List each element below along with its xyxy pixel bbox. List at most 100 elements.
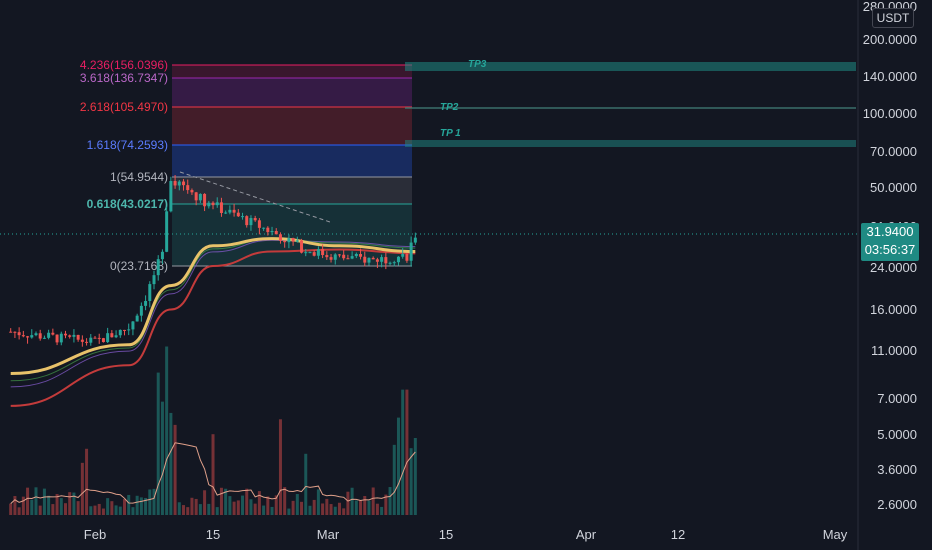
candle-body — [85, 341, 89, 343]
candle-body — [51, 332, 55, 335]
candle-body — [215, 202, 219, 206]
candle-body — [123, 329, 127, 331]
volume-bar — [93, 505, 97, 515]
candle-body — [354, 253, 358, 257]
volume-bar — [186, 507, 190, 515]
candle-body — [291, 238, 295, 242]
fib-zone-0618 — [172, 204, 412, 266]
fib-zone-2618 — [172, 107, 412, 145]
candle-body — [363, 256, 367, 263]
time-tick: May — [823, 527, 848, 542]
candle-body — [118, 329, 122, 336]
current-price-value: 31.9400 — [866, 224, 914, 239]
trendline-dashed[interactable] — [179, 171, 331, 223]
candle-body — [110, 333, 114, 338]
volume-bar — [207, 503, 211, 515]
price-tick: 140.0000 — [863, 69, 917, 84]
candle-body — [198, 193, 202, 201]
candle-body — [321, 249, 325, 256]
volume-bar — [194, 498, 198, 515]
volume-bar — [350, 487, 354, 515]
candle-body — [337, 254, 341, 256]
volume-bar — [295, 494, 299, 515]
price-scale[interactable]: 280.0000 200.0000 140.0000 100.0000 70.0… — [863, 0, 917, 512]
volume-bar — [375, 503, 379, 515]
candle-body — [232, 209, 236, 213]
volume-bar — [89, 506, 93, 515]
candle-body — [384, 257, 388, 264]
time-scale[interactable]: Feb 15 Mar 15 Apr 12 May — [84, 527, 848, 542]
volume-bar — [333, 506, 337, 515]
candle-body — [278, 234, 282, 241]
volume-bar — [380, 506, 384, 515]
volume-bar — [42, 488, 46, 515]
candle-body — [257, 220, 261, 228]
candle-body — [148, 284, 152, 301]
candle-body — [207, 202, 211, 207]
fib-labels: 4.236(156.0396) 3.618(136.7347) 2.618(10… — [80, 58, 168, 273]
price-unit-label[interactable]: USDT — [872, 8, 914, 28]
volume-bar — [55, 494, 59, 515]
volume-bar — [262, 505, 266, 515]
tp3-label: TP3 — [468, 59, 487, 70]
candle-body — [342, 254, 346, 259]
volume-bar — [224, 488, 228, 515]
volume-bar — [249, 499, 253, 515]
volume-bar — [392, 444, 396, 515]
candle-body — [228, 209, 232, 213]
candle-body — [304, 252, 308, 254]
candle-body — [114, 335, 118, 338]
volume-bar — [51, 504, 55, 515]
candle-body — [249, 218, 253, 226]
candle-body — [97, 337, 101, 339]
volume-bar — [342, 508, 346, 515]
volume-bar — [156, 372, 160, 515]
price-tick: 200.0000 — [863, 32, 917, 47]
volume-bar — [274, 495, 278, 515]
candle-body — [224, 212, 228, 214]
volume-bar — [144, 498, 148, 515]
candle-body — [177, 181, 181, 186]
volume-bar — [245, 488, 249, 515]
candle-body — [13, 331, 17, 333]
volume-bar — [123, 499, 127, 515]
volume-bar — [219, 487, 223, 515]
price-tick: 24.0000 — [870, 260, 917, 275]
candle-body — [241, 216, 245, 218]
candle-body — [182, 181, 186, 186]
tp3-band[interactable] — [405, 62, 856, 71]
volume-bar — [266, 496, 270, 515]
candle-body — [350, 256, 354, 259]
candle-body — [380, 257, 384, 262]
candle-body — [59, 333, 63, 343]
volume-bar — [203, 490, 207, 515]
candle-body — [312, 252, 316, 256]
candle-body — [262, 227, 266, 229]
candle-body — [139, 305, 143, 316]
volume-bar — [114, 505, 118, 515]
volume-bar — [287, 508, 291, 515]
volume-bar — [304, 453, 308, 515]
candle-body — [80, 339, 84, 342]
candle-body — [203, 193, 207, 207]
candle-body — [9, 331, 13, 333]
volume-bar — [321, 503, 325, 515]
candle-body — [283, 240, 287, 243]
volume-bar — [169, 412, 173, 515]
price-tick: 70.0000 — [870, 144, 917, 159]
tp1-label: TP 1 — [440, 128, 461, 139]
candle-body — [38, 333, 42, 339]
fib-label-1618: 1.618(74.2593) — [87, 138, 168, 152]
volume-bar — [118, 506, 122, 515]
candle-body — [295, 240, 299, 242]
take-profit-lines[interactable]: TP3 TP2 TP 1 — [405, 59, 856, 147]
volume-bar — [26, 487, 30, 515]
tp1-band[interactable] — [405, 140, 856, 147]
volume-bar — [413, 437, 417, 515]
volume-bar — [253, 503, 257, 515]
fib-zone-4236 — [172, 65, 412, 78]
price-tick: 7.0000 — [877, 391, 917, 406]
fib-zones — [172, 65, 412, 266]
candle-body — [375, 259, 379, 262]
